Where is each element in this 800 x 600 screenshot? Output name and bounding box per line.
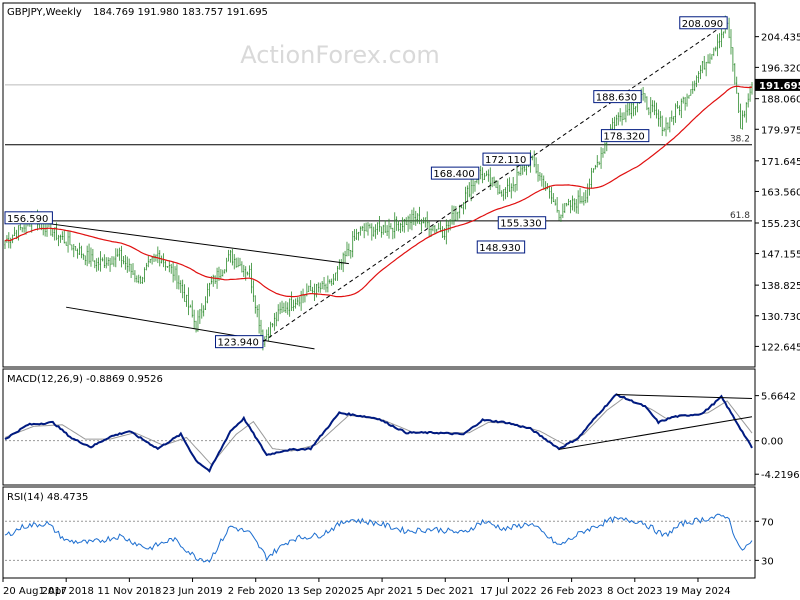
fib-label: 38.2	[730, 135, 750, 145]
price-level-label: 123.940	[215, 335, 264, 349]
macd-title: MACD(12,26,9) -0.8869 0.9526	[7, 374, 163, 385]
macd-line	[4, 393, 753, 473]
moving-average-line	[4, 85, 753, 298]
price-level-label: 155.330	[497, 216, 547, 230]
price-tick-label: 155.230	[761, 219, 800, 230]
price-label-text: 172.110	[485, 155, 526, 166]
x-tick-label: 8 Oct 2023	[607, 586, 662, 597]
price-trendline	[66, 306, 315, 350]
x-tick-label: 20 Aug 2017	[3, 586, 67, 597]
price-label-text: 156.590	[7, 214, 48, 225]
price-label-text: 155.330	[500, 219, 541, 230]
price-label-text: 168.400	[433, 169, 474, 180]
x-tick-label: 19 May 2024	[665, 586, 730, 597]
price-tick-label: 196.320	[761, 63, 800, 74]
macd-tick-label: 0.00	[761, 437, 783, 448]
price-tick-label: 138.825	[761, 281, 800, 292]
price-level-label: 156.590	[4, 211, 53, 225]
price-tick-label: 147.155	[761, 250, 800, 261]
macd-panel	[2, 368, 756, 486]
price-label-box	[593, 90, 642, 104]
x-tick-label: 25 Apr 2021	[351, 586, 413, 597]
last-price-text: 191.695	[759, 81, 800, 92]
x-tick-label: 5 Dec 2021	[416, 586, 474, 597]
rsi-tick-label: 70	[761, 517, 774, 528]
macd-tick-label: 5.6642	[761, 392, 796, 403]
price-label-box	[679, 16, 728, 30]
macd-layer	[4, 393, 753, 473]
price-label-box	[430, 166, 480, 180]
macd-trendline	[616, 394, 753, 400]
x-tick-label: 26 Feb 2023	[540, 586, 602, 597]
price-tick-label: 130.730	[761, 312, 800, 323]
price-label-box	[476, 240, 526, 254]
x-tick-label: 13 Sep 2020	[287, 586, 350, 597]
x-tick-label: 17 Jul 2022	[480, 586, 537, 597]
x-tick-label: 2 Feb 2020	[228, 586, 284, 597]
price-tick-label: 163.560	[761, 187, 800, 198]
chart-header: GBPJPY,Weekly 184.769 191.980 183.757 19…	[7, 7, 268, 18]
price-tick-label: 171.645	[761, 157, 800, 168]
x-tick-label: 11 Nov 2018	[97, 586, 161, 597]
price-level-label: 148.930	[476, 240, 526, 254]
price-label-box	[497, 216, 547, 230]
axes-layer: 204.435 196.320 188.060 179.975 171.645 163.5…	[2, 33, 800, 597]
rsi-title: RSI(14) 48.4735	[7, 492, 88, 503]
symbol: GBPJPY,Weekly	[7, 7, 82, 18]
price-tick-label: 188.060	[761, 95, 800, 106]
price-label-text: 178.320	[603, 132, 644, 143]
price-level-label: 172.110	[482, 152, 531, 166]
watermark: ActionForex.com	[240, 41, 440, 69]
price-level-label: 178.320	[600, 129, 650, 143]
price-tick-label: 204.435	[761, 33, 800, 44]
price-panel	[2, 2, 756, 368]
price-level-label: 208.090	[679, 16, 728, 30]
rsi-layer	[4, 513, 753, 563]
price-label-text: 188.630	[596, 93, 637, 104]
price-label-box	[600, 129, 650, 143]
ohlc: 184.769 191.980 183.757 191.695	[93, 7, 268, 18]
x-tick-label: 1 Apr 2018	[38, 586, 93, 597]
price-trendline	[262, 22, 728, 343]
price-label-box	[215, 335, 264, 349]
price-level-label: 188.630	[593, 90, 642, 104]
macd-trendline	[558, 416, 753, 450]
price-label-text: 123.940	[218, 338, 259, 349]
price-label-text: 208.090	[682, 19, 723, 30]
price-label-text: 148.930	[479, 243, 520, 254]
price-label-box	[482, 152, 531, 166]
fib-label: 61.8	[730, 211, 750, 221]
macd-tick-label: -4.2196	[761, 470, 800, 481]
price-level-label: 168.400	[430, 166, 480, 180]
rsi-panel	[2, 486, 756, 579]
price-layer: 38.2 61.8 208.090 188.630 178.320 172.110 168.…	[4, 15, 753, 351]
rsi-line	[4, 513, 753, 563]
price-trendline	[4, 217, 349, 265]
price-tick-label: 122.645	[761, 342, 800, 353]
x-tick-label: 23 Jun 2019	[162, 586, 222, 597]
price-label-box	[4, 211, 53, 225]
price-tick-label: 179.975	[761, 125, 800, 136]
rsi-tick-label: 30	[761, 556, 774, 567]
last-price-tag	[755, 78, 800, 91]
